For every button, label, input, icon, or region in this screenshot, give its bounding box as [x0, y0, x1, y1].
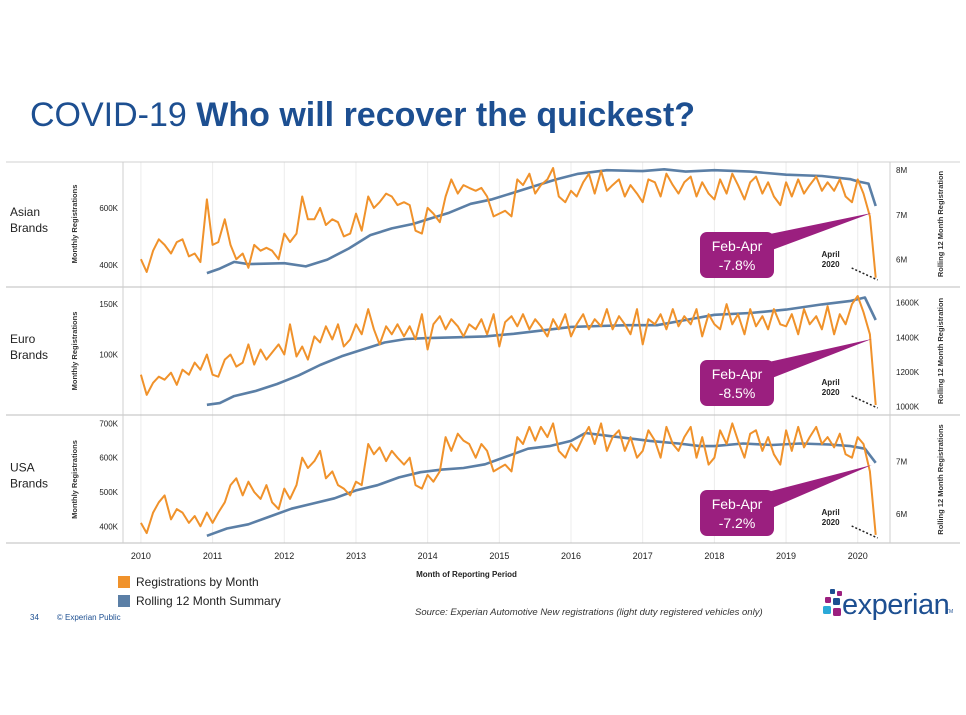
left-axis-title-usa: Monthly Registrations: [70, 440, 79, 519]
x-tick-2016: 2016: [561, 551, 581, 561]
callout-pointer-euro: [760, 339, 872, 378]
left-tick-usa-400K: 400K: [99, 522, 118, 531]
logo-dots-icon: [823, 589, 842, 616]
left-tick-usa-700K: 700K: [99, 419, 118, 428]
right-tick-asian-6M: 6M: [896, 256, 907, 265]
series-rolling-usa: [206, 431, 877, 538]
x-tick-2010: 2010: [131, 551, 151, 561]
legend-item-registrations: Registrations by Month: [118, 572, 281, 591]
series-monthly-euro: [139, 295, 877, 406]
callout-box-usa: [700, 490, 774, 536]
left-axis-title-euro: Monthly Registrations: [70, 312, 79, 391]
callout-title-asian: Feb-Apr: [712, 238, 763, 254]
x-tick-2015: 2015: [489, 551, 509, 561]
series-monthly-usa: [140, 422, 877, 535]
footer: 34 © Experian Public: [30, 613, 139, 622]
x-tick-2018: 2018: [704, 551, 724, 561]
left-tick-euro-100K: 100K: [99, 351, 118, 360]
page-number: 34: [30, 613, 39, 622]
april-arrow-usa: [851, 525, 878, 539]
panel-label-euro-1: Brands: [10, 348, 48, 362]
panel-label-usa-1: Brands: [10, 477, 48, 491]
legend-swatch-rolling: [118, 594, 130, 607]
right-tick-asian-8M: 8M: [896, 166, 907, 175]
logo-trademark: TM: [946, 609, 954, 615]
series-rolling-euro: [206, 296, 877, 407]
callout-value-euro: -8.5%: [719, 385, 756, 401]
experian-logo: experian TM: [822, 589, 954, 629]
callout-pointer-usa: [760, 465, 872, 508]
x-axis-title: Month of Reporting Period: [416, 570, 517, 579]
april-arrow-asian: [851, 267, 878, 281]
right-axis-title-usa: Rolling 12 Month Registrations: [936, 424, 945, 534]
x-tick-2013: 2013: [346, 551, 366, 561]
copyright-text: © Experian Public: [56, 613, 121, 622]
callout-value-usa: -7.2%: [719, 515, 756, 531]
april-label-asian: April: [822, 250, 840, 259]
legend-label-rolling: Rolling 12 Month Summary: [136, 593, 281, 608]
panel-label-euro-0: Euro: [10, 332, 36, 346]
april-arrow-euro: [851, 395, 878, 409]
right-tick-usa-6M: 6M: [896, 510, 907, 519]
april-label-usa: April: [822, 508, 840, 517]
callout-title-euro: Feb-Apr: [712, 366, 763, 382]
x-tick-2011: 2011: [203, 551, 222, 561]
callout-value-asian: -7.8%: [719, 257, 756, 273]
april-year-usa: 2020: [822, 518, 840, 527]
left-axis-title-asian: Monthly Registrations: [70, 185, 79, 264]
x-tick-2017: 2017: [633, 551, 653, 561]
legend-swatch-registrations: [118, 575, 130, 588]
callout-box-asian: [700, 232, 774, 278]
right-tick-euro-1600K: 1600K: [896, 299, 920, 308]
april-label-euro: April: [822, 378, 840, 387]
series-rolling-asian: [206, 168, 877, 275]
left-tick-usa-600K: 600K: [99, 454, 118, 463]
april-year-asian: 2020: [822, 260, 840, 269]
x-tick-2019: 2019: [776, 551, 796, 561]
panel-label-asian-1: Brands: [10, 221, 48, 235]
panel-label-asian-0: Asian: [10, 205, 40, 219]
left-tick-euro-150K: 150K: [99, 300, 118, 309]
callout-title-usa: Feb-Apr: [712, 496, 763, 512]
april-year-euro: 2020: [822, 388, 840, 397]
x-tick-2020: 2020: [848, 551, 868, 561]
callout-pointer-asian: [760, 213, 872, 250]
panel-label-usa-0: USA: [10, 461, 35, 475]
logo-wordmark: experian: [842, 589, 950, 621]
right-tick-usa-7M: 7M: [896, 458, 907, 467]
right-axis-title-asian: Rolling 12 Month Registration: [936, 170, 945, 277]
x-tick-2014: 2014: [418, 551, 438, 561]
right-tick-euro-1200K: 1200K: [896, 368, 920, 377]
left-tick-asian-400K: 400K: [99, 261, 118, 270]
chart-legend: Registrations by Month Rolling 12 Month …: [118, 572, 281, 610]
callout-box-euro: [700, 360, 774, 406]
right-tick-euro-1400K: 1400K: [896, 333, 920, 342]
legend-item-rolling: Rolling 12 Month Summary: [118, 591, 281, 610]
right-axis-title-euro: Rolling 12 Month Registration: [936, 297, 945, 404]
left-tick-asian-600K: 600K: [99, 204, 118, 213]
right-tick-euro-1000K: 1000K: [896, 403, 920, 412]
title-main: Who will recover the quickest?: [196, 96, 696, 134]
legend-label-registrations: Registrations by Month: [136, 574, 259, 589]
x-tick-2012: 2012: [274, 551, 294, 561]
source-note: Source: Experian Automotive New registra…: [415, 607, 763, 618]
page-title: COVID-19 Who will recover the quickest?: [30, 96, 695, 135]
series-monthly-asian: [139, 167, 877, 278]
right-tick-asian-7M: 7M: [896, 211, 907, 220]
left-tick-usa-500K: 500K: [99, 488, 118, 497]
title-prefix: COVID-19: [30, 96, 197, 134]
